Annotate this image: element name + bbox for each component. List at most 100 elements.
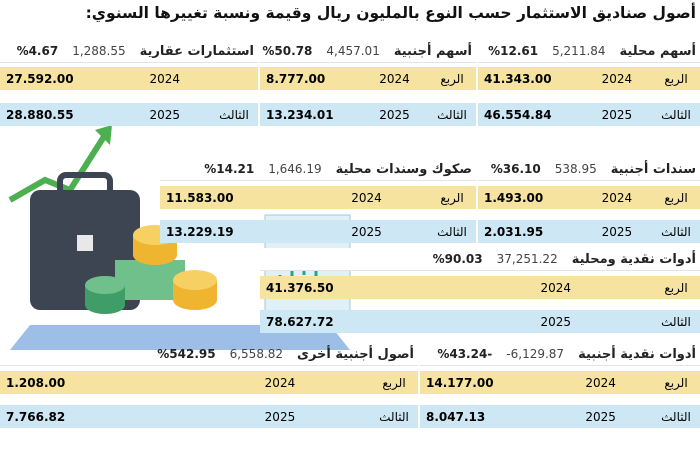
value-row: الربع 2024 14.177.00 xyxy=(420,371,700,394)
block-header: استثمارات عقارية 1,288.55 %4.67 xyxy=(0,40,258,63)
value-row: 2024 27.592.00 xyxy=(0,67,258,90)
quarter-label: الثالث xyxy=(379,409,409,424)
block-header: أسهم محلية 5,211.84 %12.61 xyxy=(478,40,700,63)
change-percent: %36.10 xyxy=(490,162,541,176)
value-row: الثالث 2025 78.627.72 xyxy=(260,310,700,333)
change-value: 37,251.22 xyxy=(496,252,558,266)
change-percent: %43.24- xyxy=(437,347,493,361)
year: 2025 xyxy=(264,409,296,424)
year: 2024 xyxy=(601,190,633,205)
value-row: الربع 2024 1.208.00 xyxy=(0,371,418,394)
value-row: الثالث 2025 8.047.13 xyxy=(420,405,700,428)
fund-name: أسهم محلية xyxy=(619,43,696,59)
fund-block: أدوات نقدية أجنبية -6,129.87 %43.24- الربع 2… xyxy=(420,343,700,428)
quarter-label: الربع xyxy=(440,190,464,205)
change-value: 1,646.19 xyxy=(268,162,322,176)
value-row: الربع 2024 11.583.00 xyxy=(160,186,476,209)
quarter-label: الثالث xyxy=(437,224,467,239)
value-row: الثالث 2025 13.229.19 xyxy=(160,220,476,243)
quarter-label: الربع xyxy=(440,71,464,86)
quarter-label: الثالث xyxy=(661,314,691,329)
illustration xyxy=(8,125,351,350)
year: 2024 xyxy=(540,280,572,295)
quarter-label: الثالث xyxy=(661,409,691,424)
block-header: سندات أجنبية 538.95 %36.10 xyxy=(478,158,700,181)
amount: 7.766.82 xyxy=(6,409,66,424)
change-value: 5,211.84 xyxy=(552,44,606,58)
fund-block: سندات أجنبية 538.95 %36.10 الربع 2024 1.493.0… xyxy=(478,158,700,243)
amount: 78.627.72 xyxy=(266,314,334,329)
year: 2025 xyxy=(540,314,572,329)
quarter-label: الثالث xyxy=(437,107,467,122)
year: 2024 xyxy=(601,71,633,86)
title: أصول صناديق الاستثمار حسب النوع بالمليون… xyxy=(85,4,696,22)
year: 2025 xyxy=(149,107,181,122)
change-value: 1,288.55 xyxy=(72,44,126,58)
amount: 41.343.00 xyxy=(484,71,552,86)
amount: 1.208.00 xyxy=(6,375,66,390)
fund-block: استثمارات عقارية 1,288.55 %4.67 2024 27.592.… xyxy=(0,40,258,126)
quarter-label: الربع xyxy=(664,375,688,390)
value-row: الربع 2024 41.343.00 xyxy=(478,67,700,90)
quarter-label: الربع xyxy=(664,71,688,86)
value-row: الثالث 2025 7.766.82 xyxy=(0,405,418,428)
amount: 11.583.00 xyxy=(166,190,234,205)
value-row: الثالث 2025 13.234.01 xyxy=(260,103,476,126)
value-row: الربع 2024 8.777.00 xyxy=(260,67,476,90)
year: 2024 xyxy=(149,71,181,86)
quarter-label: الثالث xyxy=(661,107,691,122)
fund-name: سندات أجنبية xyxy=(610,161,696,177)
year: 2025 xyxy=(379,107,410,122)
fund-name: أصول أجنبية أخرى xyxy=(297,346,414,362)
amount: 28.880.55 xyxy=(6,107,74,122)
fund-name: استثمارات عقارية xyxy=(139,43,254,59)
fund-block: أسهم أجنبية 4,457.01 %50.78 الربع 2024 8.777.… xyxy=(260,40,476,126)
change-percent: %4.67 xyxy=(16,44,59,58)
value-row: الثالث 2025 2.031.95 xyxy=(478,220,700,243)
amount: 1.493.00 xyxy=(484,190,544,205)
value-row: الربع 2024 41.376.50 xyxy=(260,276,700,299)
block-header: أسهم أجنبية 4,457.01 %50.78 xyxy=(260,40,476,63)
block-header: صكوك وسندات محلية 1,646.19 %14.21 xyxy=(160,158,476,181)
change-percent: %12.61 xyxy=(488,44,539,58)
change-value: 4,457.01 xyxy=(326,44,380,58)
amount: 14.177.00 xyxy=(426,375,494,390)
fund-block: أدوات نقدية ومحلية 37,251.22 %90.03 الربع 20… xyxy=(260,248,700,333)
change-percent: %542.95 xyxy=(157,347,216,361)
quarter-label: الربع xyxy=(664,280,688,295)
block-header: أدوات نقدية أجنبية -6,129.87 %43.24- xyxy=(420,343,700,366)
fund-block: أسهم محلية 5,211.84 %12.61 الربع 2024 41.343.… xyxy=(478,40,700,126)
amount: 8.047.13 xyxy=(426,409,486,424)
year: 2024 xyxy=(351,190,382,205)
year: 2024 xyxy=(264,375,296,390)
block-header: أصول أجنبية أخرى 6,558.82 %542.95 xyxy=(0,343,418,366)
block-header: أدوات نقدية ومحلية 37,251.22 %90.03 xyxy=(260,248,700,271)
change-value: -6,129.87 xyxy=(506,347,565,361)
amount: 27.592.00 xyxy=(6,71,74,86)
amount: 13.234.01 xyxy=(266,107,334,122)
year: 2024 xyxy=(585,375,616,390)
value-row: الثالث 2025 46.554.84 xyxy=(478,103,700,126)
change-percent: %90.03 xyxy=(432,252,483,266)
change-percent: %50.78 xyxy=(262,44,313,58)
year: 2024 xyxy=(379,71,410,86)
year: 2025 xyxy=(351,224,382,239)
fund-name: أدوات نقدية أجنبية xyxy=(578,346,696,362)
fund-block: صكوك وسندات محلية 1,646.19 %14.21 الربع 2024… xyxy=(160,158,476,243)
quarter-label: الربع xyxy=(382,375,406,390)
amount: 41.376.50 xyxy=(266,280,334,295)
year: 2025 xyxy=(601,224,633,239)
change-percent: %14.21 xyxy=(204,162,255,176)
year: 2025 xyxy=(585,409,616,424)
change-value: 6,558.82 xyxy=(229,347,284,361)
fund-name: أسهم أجنبية xyxy=(393,43,472,59)
quarter-label: الثالث xyxy=(661,224,691,239)
change-value: 538.95 xyxy=(554,162,597,176)
value-row: الثالث 2025 28.880.55 xyxy=(0,103,258,126)
quarter-label: الربع xyxy=(664,190,688,205)
amount: 13.229.19 xyxy=(166,224,234,239)
fund-name: صكوك وسندات محلية xyxy=(335,161,472,177)
quarter-label: الثالث xyxy=(219,107,249,122)
fund-block: أصول أجنبية أخرى 6,558.82 %542.95 الربع 2024… xyxy=(0,343,418,428)
